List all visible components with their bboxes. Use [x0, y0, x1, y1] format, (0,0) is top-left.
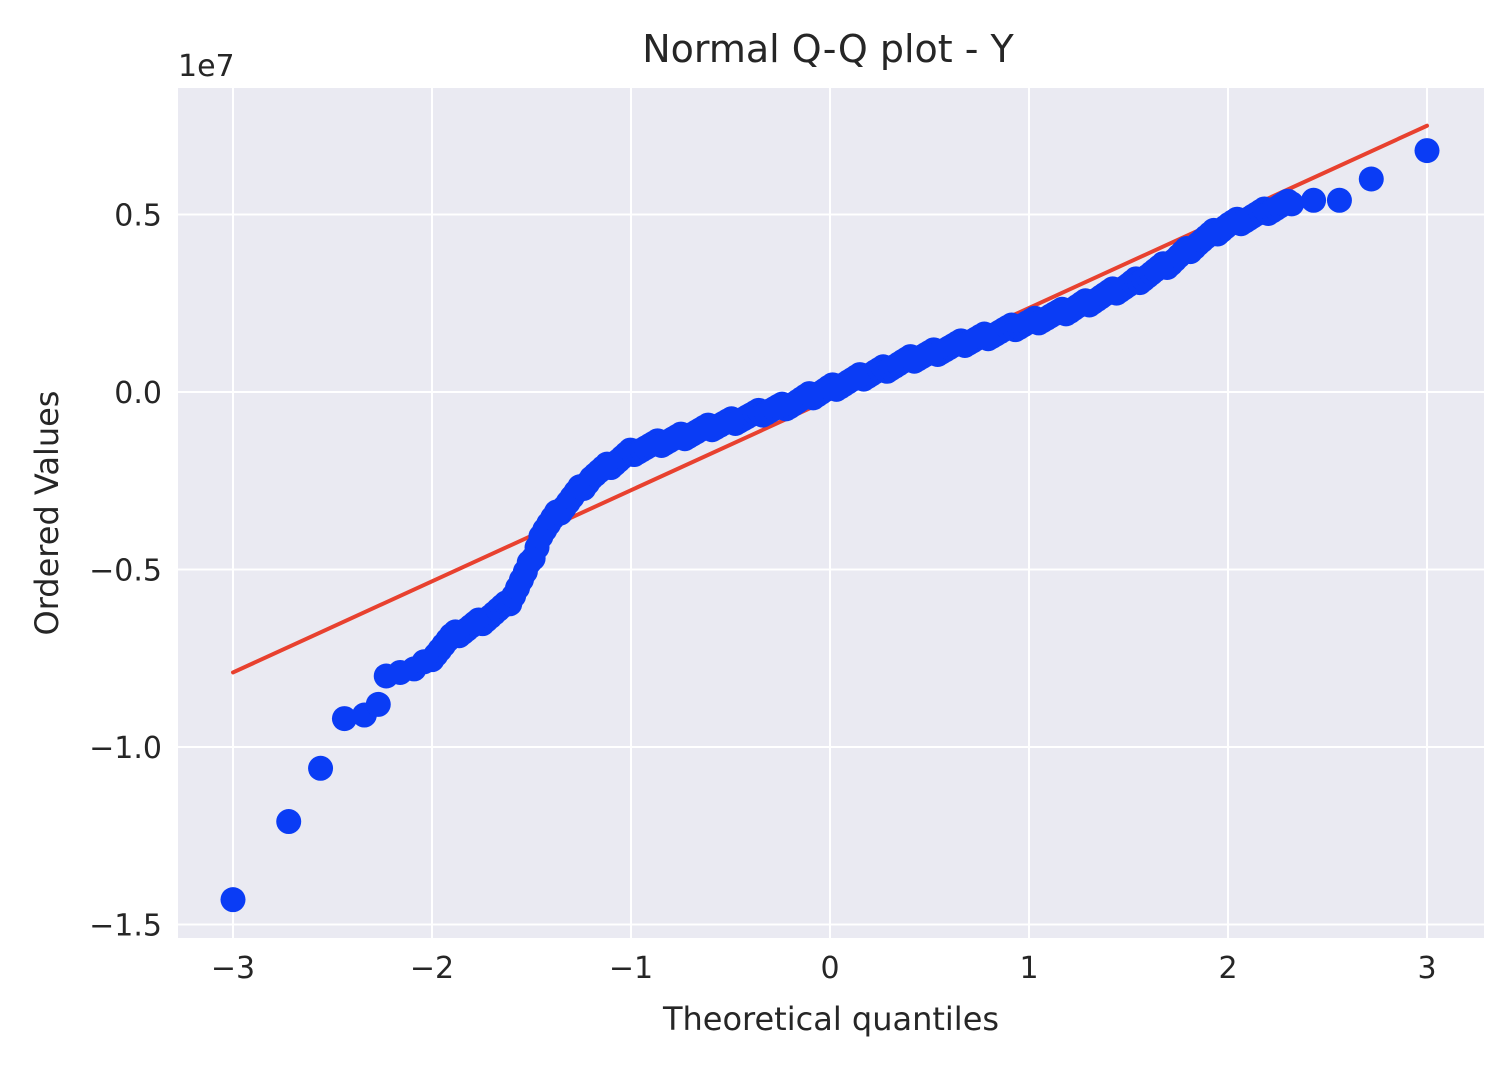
data-point	[1414, 138, 1440, 164]
x-tick-label: −1	[609, 951, 653, 986]
data-point	[1326, 187, 1352, 213]
data-point	[1279, 191, 1305, 217]
data-point	[308, 755, 334, 781]
x-tick-label: 2	[1218, 951, 1237, 986]
x-tick-label: 3	[1417, 951, 1436, 986]
y-tick-label: −1.5	[89, 909, 162, 944]
y-tick-label: 0.0	[114, 376, 162, 411]
x-axis-title: Theoretical quantiles	[662, 1000, 999, 1038]
y-axis-title: Ordered Values	[28, 391, 66, 636]
data-points-layer	[220, 138, 1440, 913]
y-tick-label: −1.0	[89, 731, 162, 766]
x-tick-label: 1	[1019, 951, 1038, 986]
x-tick-label: −3	[211, 951, 255, 986]
data-point	[331, 706, 357, 732]
data-point	[1358, 166, 1384, 192]
x-tick-label: 0	[820, 951, 839, 986]
data-point	[220, 887, 246, 913]
tick-labels: −3 −2 −1 0 1 2 3 −1.5 −1.0 −0.5 0.0 0.5	[89, 199, 1436, 987]
y-tick-label: 0.5	[114, 199, 162, 234]
y-offset-text: 1e7	[178, 49, 235, 84]
data-point	[1301, 187, 1327, 213]
x-tick-label: −2	[410, 951, 454, 986]
y-tick-label: −0.5	[89, 554, 162, 589]
data-point	[365, 691, 391, 717]
chart-title: Normal Q-Q plot - Y	[642, 27, 1014, 71]
data-point	[411, 649, 437, 675]
data-point	[276, 809, 302, 835]
